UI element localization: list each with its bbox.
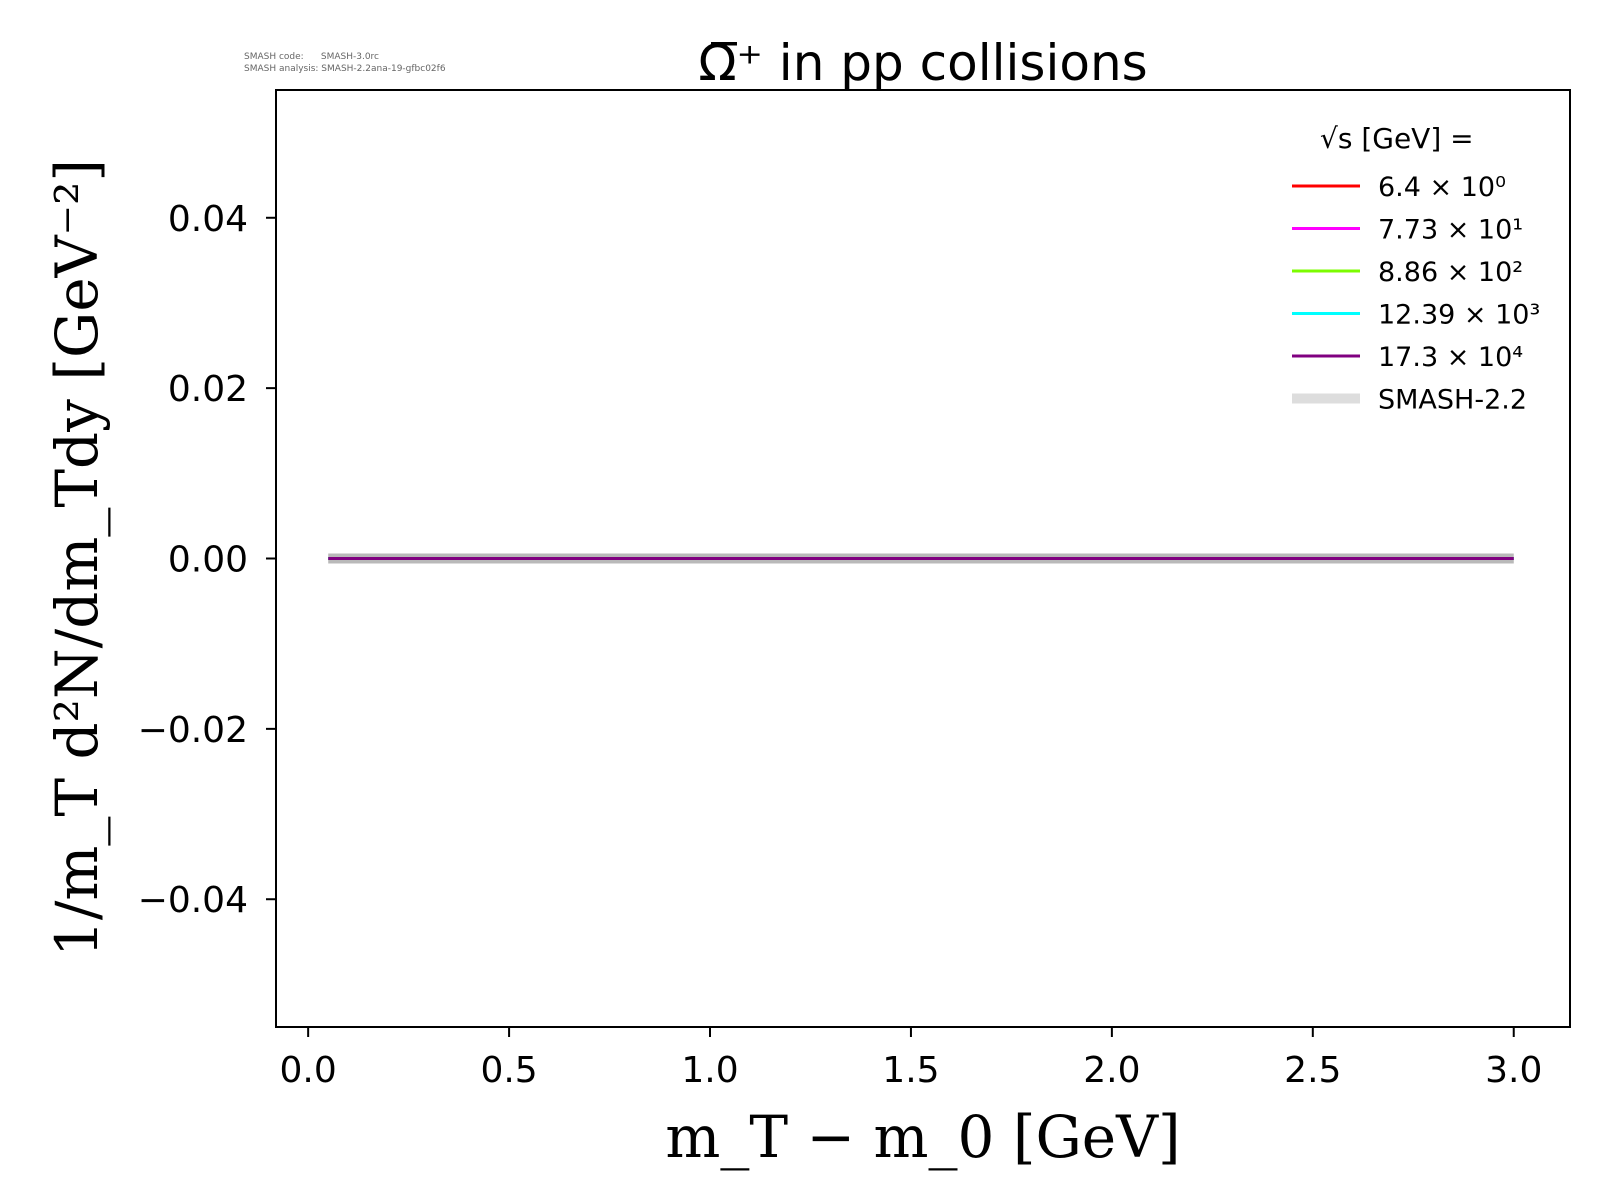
x-axis-ticks: 0.0 0.5 1.0 1.5 2.0 2.5 3.0 bbox=[280, 1027, 1542, 1091]
chart-title: Ω̅⁺ in pp collisions bbox=[698, 34, 1147, 92]
x-tick-label: 0.5 bbox=[480, 1050, 537, 1091]
x-tick-label: 2.0 bbox=[1083, 1050, 1140, 1091]
watermark-line-1: SMASH code: SMASH-3.0rc bbox=[244, 52, 379, 62]
watermark-line-2: SMASH analysis: SMASH-2.2ana-19-gfbc02f6 bbox=[244, 64, 446, 74]
y-tick-label: 0.00 bbox=[168, 540, 248, 581]
legend-label-1: 6.4 × 10⁰ bbox=[1378, 172, 1506, 203]
legend-label-6: SMASH-2.2 bbox=[1378, 385, 1527, 416]
legend-label-4: 12.39 × 10³ bbox=[1378, 300, 1540, 331]
y-tick-label: 0.04 bbox=[168, 199, 248, 240]
y-axis-ticks: 0.04 0.02 0.00 −0.02 −0.04 bbox=[138, 199, 276, 921]
y-tick-label: −0.04 bbox=[138, 880, 248, 921]
y-tick-label: −0.02 bbox=[138, 710, 248, 751]
legend-label-2: 7.73 × 10¹ bbox=[1378, 215, 1523, 246]
y-axis-label: 1/m_T d²N/dm_Tdy [GeV⁻²] bbox=[43, 159, 111, 957]
x-tick-label: 1.5 bbox=[882, 1050, 939, 1091]
x-axis-label: m_T − m_0 [GeV] bbox=[665, 1103, 1180, 1171]
x-tick-label: 0.0 bbox=[280, 1050, 337, 1091]
legend-title: √s [GeV] = bbox=[1320, 122, 1474, 155]
legend: √s [GeV] = 6.4 × 10⁰ 7.73 × 10¹ 8.86 × 10²… bbox=[1292, 122, 1540, 416]
y-tick-label: 0.02 bbox=[168, 369, 248, 410]
legend-label-3: 8.86 × 10² bbox=[1378, 257, 1523, 288]
x-tick-label: 2.5 bbox=[1284, 1050, 1341, 1091]
x-tick-label: 1.0 bbox=[681, 1050, 738, 1091]
x-tick-label: 3.0 bbox=[1485, 1050, 1542, 1091]
legend-label-5: 17.3 × 10⁴ bbox=[1378, 342, 1523, 373]
